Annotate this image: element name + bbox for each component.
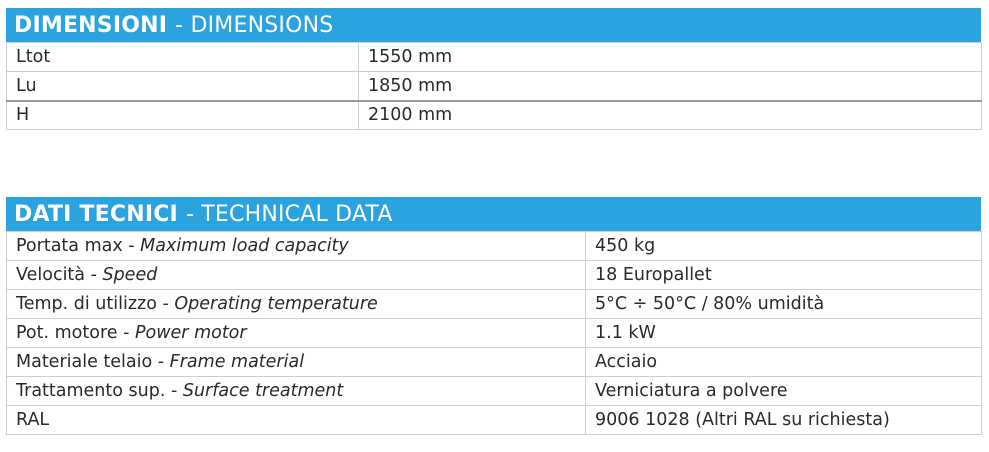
technical-table: Portata max - Maximum load capacity 450 …	[6, 231, 982, 435]
table-row: Ltot 1550 mm	[6, 42, 982, 72]
table-row: Materiale telaio - Frame material Acciai…	[6, 347, 982, 377]
dimensions-header: DIMENSIONI - DIMENSIONS	[6, 8, 981, 42]
tech-value: 18 Europallet	[585, 260, 982, 290]
tech-label: Trattamento sup. - Surface treatment	[6, 376, 586, 406]
label-it: Pot. motore -	[16, 323, 135, 343]
dim-label: Lu	[6, 71, 359, 102]
technical-title-light: - TECHNICAL DATA	[185, 201, 393, 227]
label-it: Trattamento sup. -	[16, 381, 183, 401]
dim-value: 2100 mm	[358, 100, 982, 130]
label-it: Materiale telaio -	[16, 352, 170, 372]
label-en: Operating temperature	[174, 294, 378, 314]
label-en: Frame material	[169, 352, 305, 372]
tech-value: Acciaio	[585, 347, 982, 377]
label-en: Speed	[102, 265, 158, 285]
dim-label: H	[6, 100, 359, 130]
dimensions-table: Ltot 1550 mm Lu 1850 mm H 2100 mm	[6, 42, 982, 130]
dim-value: 1550 mm	[358, 42, 982, 72]
table-row: Temp. di utilizzo - Operating temperatur…	[6, 289, 982, 319]
tech-value: 1.1 kW	[585, 318, 982, 348]
dimensions-section: DIMENSIONI - DIMENSIONS Ltot 1550 mm Lu …	[6, 8, 982, 130]
dimensions-title-light: - DIMENSIONS	[175, 12, 334, 38]
dim-value: 1850 mm	[358, 71, 982, 102]
tech-value: Verniciatura a polvere	[585, 376, 982, 406]
table-row: H 2100 mm	[6, 100, 982, 130]
dimensions-title-bold: DIMENSIONI	[14, 12, 168, 38]
label-en: Maximum load capacity	[140, 236, 349, 256]
tech-label: Materiale telaio - Frame material	[6, 347, 586, 377]
label-en: Surface treatment	[182, 381, 344, 401]
tech-label: Portata max - Maximum load capacity	[6, 231, 586, 261]
tech-label: RAL	[6, 405, 586, 435]
label-it: RAL	[16, 410, 50, 430]
technical-title-bold: DATI TECNICI	[14, 201, 178, 227]
label-en: Power motor	[134, 323, 247, 343]
table-row: RAL 9006 1028 (Altri RAL su richiesta)	[6, 405, 982, 435]
label-it: Portata max -	[16, 236, 141, 256]
technical-header: DATI TECNICI - TECHNICAL DATA	[6, 197, 981, 231]
label-it: Velocità -	[16, 265, 103, 285]
table-row: Pot. motore - Power motor 1.1 kW	[6, 318, 982, 348]
tech-value: 5°C ÷ 50°C / 80% umidità	[585, 289, 982, 319]
tech-label: Temp. di utilizzo - Operating temperatur…	[6, 289, 586, 319]
technical-section: DATI TECNICI - TECHNICAL DATA Portata ma…	[6, 197, 982, 435]
table-row: Portata max - Maximum load capacity 450 …	[6, 231, 982, 261]
table-row: Velocità - Speed 18 Europallet	[6, 260, 982, 290]
tech-label: Pot. motore - Power motor	[6, 318, 586, 348]
label-it: Temp. di utilizzo -	[16, 294, 175, 314]
dim-label: Ltot	[6, 42, 359, 72]
tech-label: Velocità - Speed	[6, 260, 586, 290]
table-row: Trattamento sup. - Surface treatment Ver…	[6, 376, 982, 406]
table-row: Lu 1850 mm	[6, 71, 982, 102]
tech-value: 450 kg	[585, 231, 982, 261]
tech-value: 9006 1028 (Altri RAL su richiesta)	[585, 405, 982, 435]
